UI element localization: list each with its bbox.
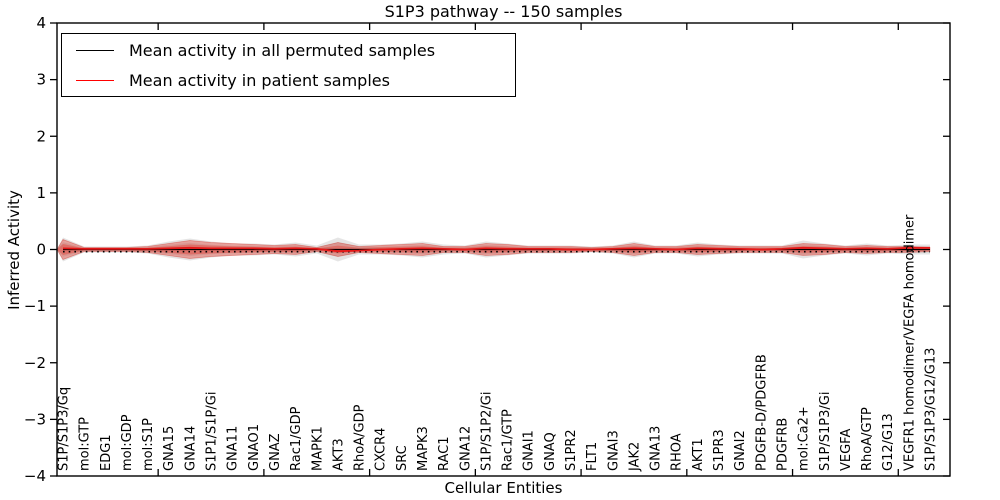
x-category-label: GNAO1 — [247, 424, 262, 471]
x-category-label: GNAI3 — [606, 430, 621, 471]
x-category-label: GNAI1 — [522, 430, 537, 471]
x-category-label: S1P/S1P3/G12/G13 — [924, 348, 939, 471]
patient-mean-line — [62, 246, 930, 253]
x-category-label: Rac1/GDP — [289, 406, 304, 471]
x-category-label: mol:S1P — [141, 418, 156, 471]
y-tick-label: 1 — [36, 184, 46, 202]
y-tick-label: −2 — [24, 354, 46, 372]
x-category-label: GNA13 — [649, 426, 664, 471]
y-tick-label: 2 — [36, 127, 46, 145]
x-category-label: S1PR3 — [712, 429, 727, 471]
legend-label: Mean activity in patient samples — [129, 70, 390, 90]
y-tick-label: 4 — [36, 14, 46, 32]
x-category-label: FLT1 — [585, 442, 600, 471]
x-category-label: RhoA/GTP — [860, 407, 875, 471]
legend-line-black — [76, 49, 114, 51]
x-category-label: mol:GDP — [120, 414, 135, 471]
legend-item-permuted: Mean activity in all permuted samples — [62, 36, 515, 64]
x-category-label: GNA11 — [226, 426, 241, 471]
legend-line-red — [76, 79, 114, 81]
x-category-label: GNAQ — [543, 432, 558, 471]
x-category-label: S1P/S1P3/Gi — [818, 392, 833, 471]
x-category-label: SRC — [395, 445, 410, 471]
x-category-label: S1P/S1P2/Gi — [479, 392, 494, 471]
x-category-label: RHOA — [670, 433, 685, 471]
x-category-label: S1PR2 — [564, 429, 579, 471]
x-category-label: VEGFA — [839, 429, 854, 471]
x-category-label: RAC1 — [437, 436, 452, 471]
x-category-label: PDGFRB — [775, 418, 790, 471]
x-category-label: S1P/S1P3/Gq — [57, 387, 72, 471]
y-axis-label: Inferred Activity — [5, 190, 23, 310]
x-category-label: MAPK1 — [310, 426, 325, 471]
y-tick-label: −3 — [24, 410, 46, 428]
x-category-label: RhoA/GDP — [353, 404, 368, 471]
x-category-label: mol:GTP — [78, 417, 93, 471]
x-category-label: GNA14 — [183, 426, 198, 471]
x-category-label: Rac1/GTP — [501, 409, 516, 471]
x-category-label: mol:Ca2+ — [797, 406, 812, 471]
x-category-label: VEGFR1 homodimer/VEGFA homodimer — [902, 214, 917, 471]
x-category-label: GNA12 — [458, 426, 473, 471]
y-tick-label: 3 — [36, 71, 46, 89]
x-category-label: EDG1 — [99, 434, 114, 471]
legend-label: Mean activity in all permuted samples — [129, 40, 436, 60]
x-category-label: S1P1/S1P/Gi — [205, 392, 220, 471]
x-category-label: AKT3 — [331, 438, 346, 471]
x-category-label: MAPK3 — [416, 426, 431, 471]
x-category-label: PDGFB-D/PDGFRB — [754, 354, 769, 471]
y-tick-label: 0 — [36, 241, 46, 259]
x-category-label: AKT1 — [691, 438, 706, 471]
x-category-label: GNA15 — [162, 426, 177, 471]
chart-title: S1P3 pathway -- 150 samples — [384, 2, 623, 21]
x-category-label: CXCR4 — [374, 428, 389, 471]
x-category-label: G12/G13 — [881, 413, 896, 471]
x-category-label: GNAZ — [268, 433, 283, 471]
x-category-label: JAK2 — [627, 442, 642, 472]
x-axis-label: Cellular Entities — [444, 479, 563, 497]
x-category-label: GNAI2 — [733, 430, 748, 471]
legend: Mean activity in all permuted samples Me… — [61, 33, 516, 97]
y-tick-label: −4 — [24, 467, 46, 485]
y-tick-label: −1 — [24, 297, 46, 315]
legend-item-patient: Mean activity in patient samples — [62, 66, 515, 94]
